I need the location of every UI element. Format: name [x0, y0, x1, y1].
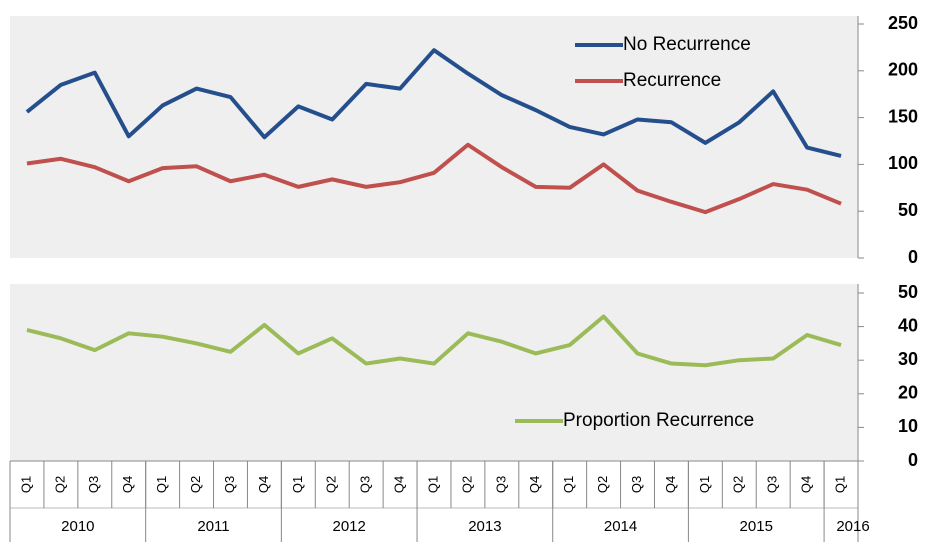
x-tick-label: Q1 [18, 476, 33, 493]
x-tick-label: Q1 [561, 476, 576, 493]
x-tick-label: Q4 [256, 476, 271, 493]
y-tick-label: 200 [888, 60, 918, 80]
year-label: 2013 [468, 518, 501, 535]
year-label: 2016 [836, 518, 869, 535]
x-tick-label: Q4 [392, 476, 407, 493]
year-label: 2010 [61, 518, 94, 535]
x-tick-label: Q2 [52, 476, 67, 493]
x-tick-label: Q3 [86, 476, 101, 493]
x-tick-label: Q3 [765, 476, 780, 493]
y-tick-label: 0 [908, 247, 918, 267]
year-label: 2011 [197, 518, 229, 535]
x-tick-label: Q1 [425, 476, 440, 493]
year-label: 2015 [740, 518, 773, 535]
plot-area [10, 284, 858, 461]
y-tick-label: 150 [888, 106, 918, 126]
y-tick-label: 50 [898, 200, 918, 220]
x-tick-label: Q1 [832, 476, 847, 493]
year-label: 2014 [604, 518, 637, 535]
x-tick-label: Q4 [799, 476, 814, 493]
legend-label: Proportion Recurrence [563, 410, 754, 431]
y-tick-label: 20 [898, 383, 918, 403]
x-tick-label: Q2 [188, 476, 203, 493]
x-tick-label: Q2 [595, 476, 610, 493]
x-tick-label: Q4 [527, 476, 542, 493]
x-tick-label: Q3 [629, 476, 644, 493]
line-series [26, 142, 842, 215]
y-tick-label: 100 [888, 153, 918, 173]
x-tick-label: Q4 [663, 476, 678, 493]
x-tick-label: Q3 [222, 476, 237, 493]
x-tick-label: Q4 [120, 476, 135, 493]
x-tick-label: Q2 [459, 476, 474, 493]
legend-label: Recurrence [623, 70, 721, 91]
x-tick-label: Q2 [731, 476, 746, 493]
y-tick-label: 10 [898, 416, 918, 436]
y-tick-label: 0 [908, 450, 918, 470]
y-tick-label: 40 [898, 315, 918, 335]
legend-label: No Recurrence [623, 34, 751, 55]
x-tick-label: Q1 [290, 476, 305, 493]
x-tick-label: Q2 [324, 476, 339, 493]
line-series [25, 48, 842, 158]
x-tick-label: Q3 [493, 476, 508, 493]
y-tick-label: 30 [898, 349, 918, 369]
year-label: 2012 [333, 518, 366, 535]
y-tick-label: 50 [898, 282, 918, 302]
y-tick-label: 250 [888, 13, 918, 33]
x-tick-label: Q1 [697, 476, 712, 493]
line-series [26, 314, 842, 368]
x-tick-label: Q3 [358, 476, 373, 493]
x-tick-label: Q1 [154, 476, 169, 493]
